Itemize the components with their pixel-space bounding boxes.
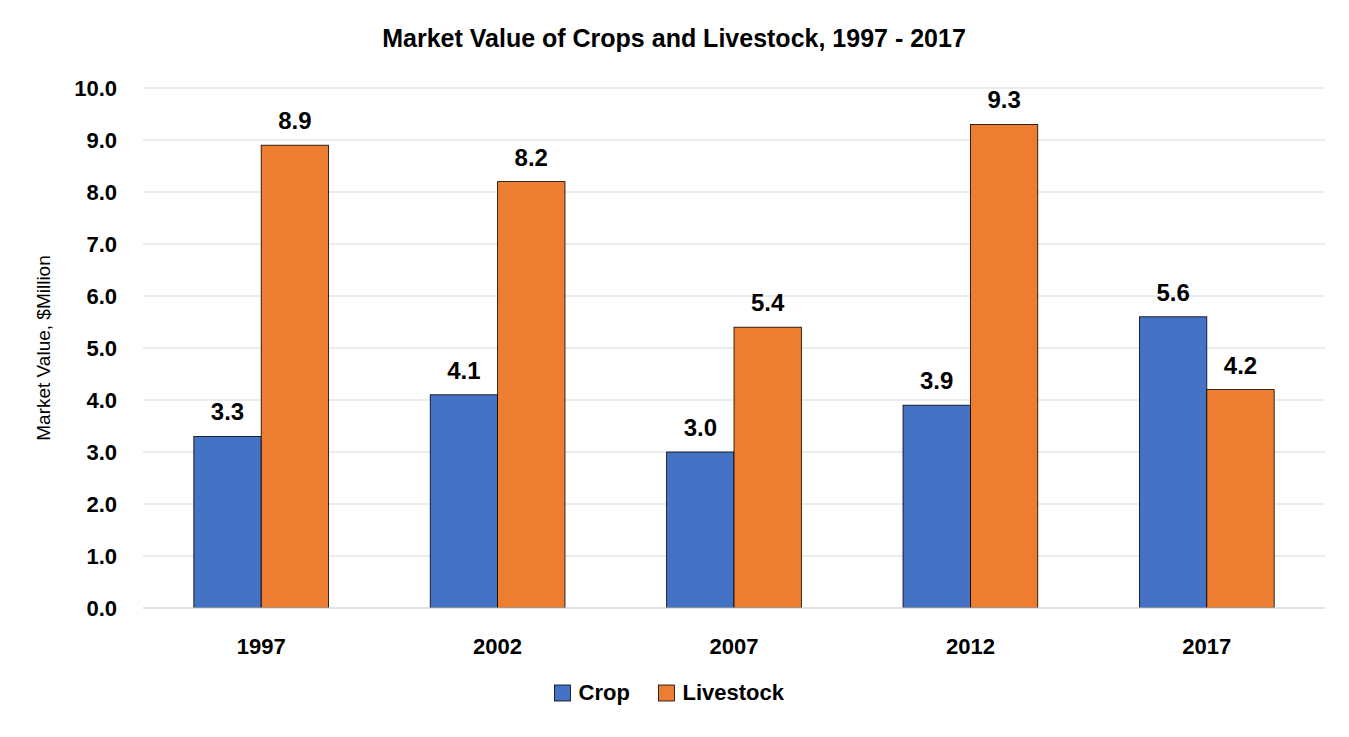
y-tick-label: 2.0 [86,492,117,517]
bar [1139,317,1206,608]
bar [667,452,734,608]
legend-swatch [555,685,571,701]
x-tick-label: 2012 [946,634,995,659]
bar [1207,390,1274,608]
chart: Market Value of Crops and Livestock, 199… [0,0,1349,737]
y-tick-label: 9.0 [86,128,117,153]
grid-line [143,608,1325,609]
bar [734,327,801,608]
bar [430,395,497,608]
y-tick-label: 4.0 [86,388,117,413]
y-tick-label: 10.0 [74,76,117,101]
grid [143,88,1325,608]
y-tick-label: 7.0 [86,232,117,257]
y-tick-label: 1.0 [86,544,117,569]
data-label: 3.3 [211,398,244,425]
data-label: 8.9 [278,107,311,134]
y-tick-label: 8.0 [86,180,117,205]
x-tick-label: 2007 [710,634,759,659]
legend-swatch [659,685,675,701]
x-tick-label: 2017 [1182,634,1231,659]
bar [498,182,565,608]
data-label: 4.2 [1224,352,1257,379]
grid-line [143,140,1325,141]
x-tick-label: 2002 [473,634,522,659]
y-tick-label: 0.0 [86,596,117,621]
y-axis-label: Market Value, $Million [33,255,54,441]
x-axis-line [143,608,1325,609]
bar [194,436,261,608]
data-label: 5.6 [1156,279,1189,306]
x-tick-label: 1997 [237,634,286,659]
bar [903,405,970,608]
data-label: 3.9 [920,367,953,394]
data-label: 9.3 [987,86,1020,113]
bars [194,124,1274,608]
data-label: 8.2 [515,144,548,171]
legend-label: Livestock [683,680,785,705]
bar [970,124,1037,608]
y-tick-label: 3.0 [86,440,117,465]
data-label: 4.1 [447,357,480,384]
legend-label: Crop [579,680,630,705]
y-tick-label: 6.0 [86,284,117,309]
bar [261,145,328,608]
grid-line [143,88,1325,89]
background [0,0,1349,737]
data-label: 5.4 [751,289,785,316]
title: Market Value of Crops and Livestock, 199… [382,24,966,52]
data-labels: 3.3 8.9 4.1 8.2 3.0 5.4 3.9 9.3 5.6 4.2 [211,86,1257,441]
legend: Crop Livestock [555,680,785,705]
data-label: 3.0 [684,414,717,441]
y-tick-label: 5.0 [86,336,117,361]
